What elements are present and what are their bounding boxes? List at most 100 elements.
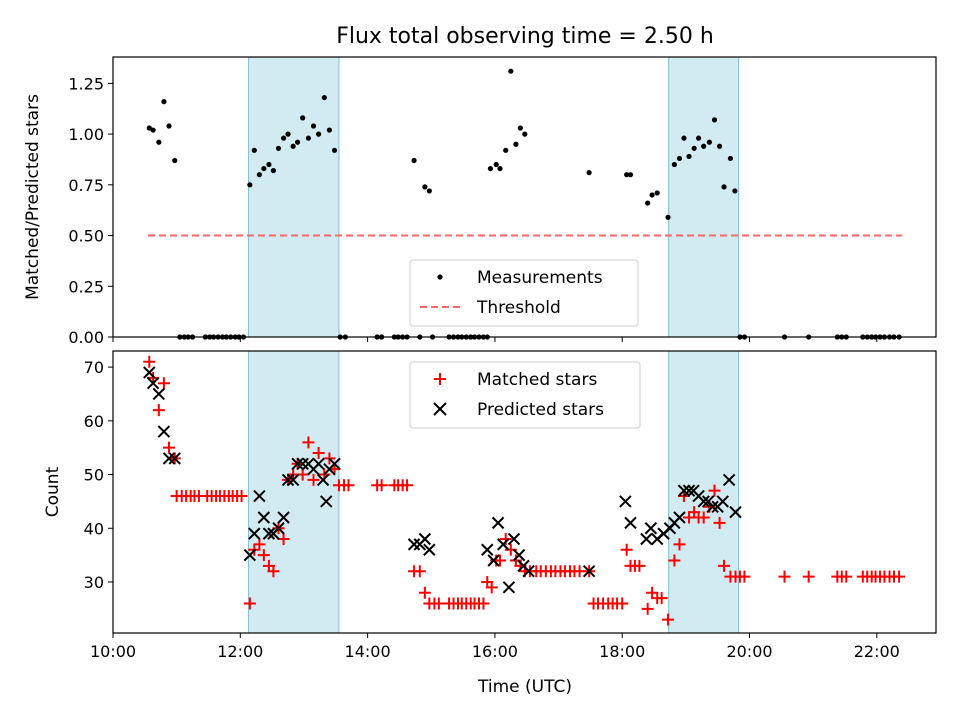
y-tick-label: 30 xyxy=(84,573,104,592)
predicted-point xyxy=(716,495,729,508)
measurement-point xyxy=(280,135,287,141)
y-tick-label: 50 xyxy=(84,466,104,485)
predicted-point xyxy=(243,548,257,562)
matched-point xyxy=(620,543,633,556)
matched-point xyxy=(485,581,498,594)
top-legend: Measurements Threshold xyxy=(409,259,639,327)
predicted-point xyxy=(507,532,521,546)
measurement-point xyxy=(270,168,276,174)
bottom-panel: 10:00 12:00 14:00 16:00 18:00 20:00 22:00 30 40… xyxy=(43,350,937,697)
matched-point xyxy=(641,602,654,615)
matched-point xyxy=(493,554,506,567)
measurement-point xyxy=(624,172,630,178)
matched-point xyxy=(277,533,290,545)
measurement-point xyxy=(676,155,683,162)
measurement-point xyxy=(686,153,692,160)
measurement-point xyxy=(275,145,282,151)
matched-point xyxy=(375,479,388,492)
matched-point xyxy=(655,592,668,605)
measurement-point xyxy=(671,161,677,168)
shaded-span xyxy=(668,56,740,338)
measurement-point xyxy=(681,135,687,141)
matched-point xyxy=(738,570,751,583)
matched-point xyxy=(342,479,355,492)
matched-point xyxy=(432,597,445,610)
matched-point xyxy=(163,441,176,454)
legend-matched-marker xyxy=(434,373,446,385)
predicted-point xyxy=(146,377,160,390)
predicted-point xyxy=(152,387,166,401)
top-y-axis-label: Matched/Predicted stars xyxy=(23,94,43,300)
predicted-point xyxy=(262,527,276,540)
top-shaded-spans xyxy=(248,56,740,338)
legend-measurements-label: Measurements xyxy=(477,268,603,288)
measurement-point xyxy=(251,147,257,153)
measurement-point xyxy=(522,131,528,137)
predicted-point xyxy=(162,452,176,465)
legend-predicted-label: Predicted stars xyxy=(477,400,604,420)
x-tick-label: 14:00 xyxy=(345,642,391,661)
measurement-point xyxy=(513,141,519,147)
predicted-point xyxy=(291,457,304,471)
predicted-point xyxy=(286,473,300,487)
predicted-point xyxy=(487,554,500,567)
measurement-point xyxy=(146,125,152,131)
measurement-point xyxy=(310,123,317,129)
measurement-point xyxy=(508,68,514,74)
predicted-point xyxy=(697,495,710,508)
predicted-point xyxy=(582,565,596,578)
bottom-y-ticks: 30 40 50 60 70 xyxy=(84,358,113,592)
predicted-point xyxy=(640,532,653,546)
measurement-point xyxy=(645,200,651,206)
measurement-point xyxy=(497,165,503,172)
predicted-point xyxy=(257,511,271,524)
predicted-point xyxy=(677,484,691,497)
predicted-point xyxy=(143,366,156,379)
measurement-point xyxy=(294,139,301,145)
measurement-point xyxy=(300,115,306,121)
predicted-point xyxy=(418,532,432,546)
measurement-point xyxy=(732,188,738,194)
predicted-point xyxy=(682,484,696,497)
predicted-point xyxy=(248,527,261,540)
predicted-point xyxy=(644,522,658,535)
legend-matched-label: Matched stars xyxy=(477,370,597,390)
predicted-point xyxy=(320,495,333,508)
x-tick-label: 12:00 xyxy=(217,642,263,661)
matched-point xyxy=(143,355,156,368)
predicted-point xyxy=(296,457,309,471)
matched-point xyxy=(312,447,325,460)
predicted-point xyxy=(491,516,505,530)
predicted-point xyxy=(522,565,535,578)
chart-title: Flux total observing time = 2.50 h xyxy=(336,24,714,49)
measurement-point xyxy=(654,190,660,196)
matched-point xyxy=(418,586,431,599)
x-tick-label: 18:00 xyxy=(599,642,645,661)
y-tick-label: 60 xyxy=(84,412,104,431)
measurement-point xyxy=(487,165,494,172)
y-tick-label: 40 xyxy=(84,519,104,538)
matched-point xyxy=(477,597,490,610)
measurement-point xyxy=(649,192,655,198)
measurement-point xyxy=(305,135,312,141)
measurement-point xyxy=(161,99,167,105)
matched-point xyxy=(840,570,853,583)
measurement-point xyxy=(517,125,523,131)
predicted-point xyxy=(316,473,330,487)
matched-point xyxy=(257,549,270,562)
predicted-point xyxy=(481,543,494,556)
predicted-point xyxy=(272,522,285,535)
matched-point xyxy=(243,597,256,610)
y-tick-label: 0.00 xyxy=(68,328,104,347)
matched-point xyxy=(152,404,165,417)
matched-point xyxy=(893,570,906,583)
predicted-point xyxy=(722,473,736,487)
y-tick-label: 0.25 xyxy=(68,277,104,296)
legend-threshold-label: Threshold xyxy=(476,298,561,318)
measurement-point xyxy=(493,161,499,168)
matched-point xyxy=(235,490,248,503)
measurement-point xyxy=(326,127,333,133)
measurement-point xyxy=(172,157,178,164)
x-tick-label: 20:00 xyxy=(726,642,772,661)
measurement-point xyxy=(426,188,432,194)
